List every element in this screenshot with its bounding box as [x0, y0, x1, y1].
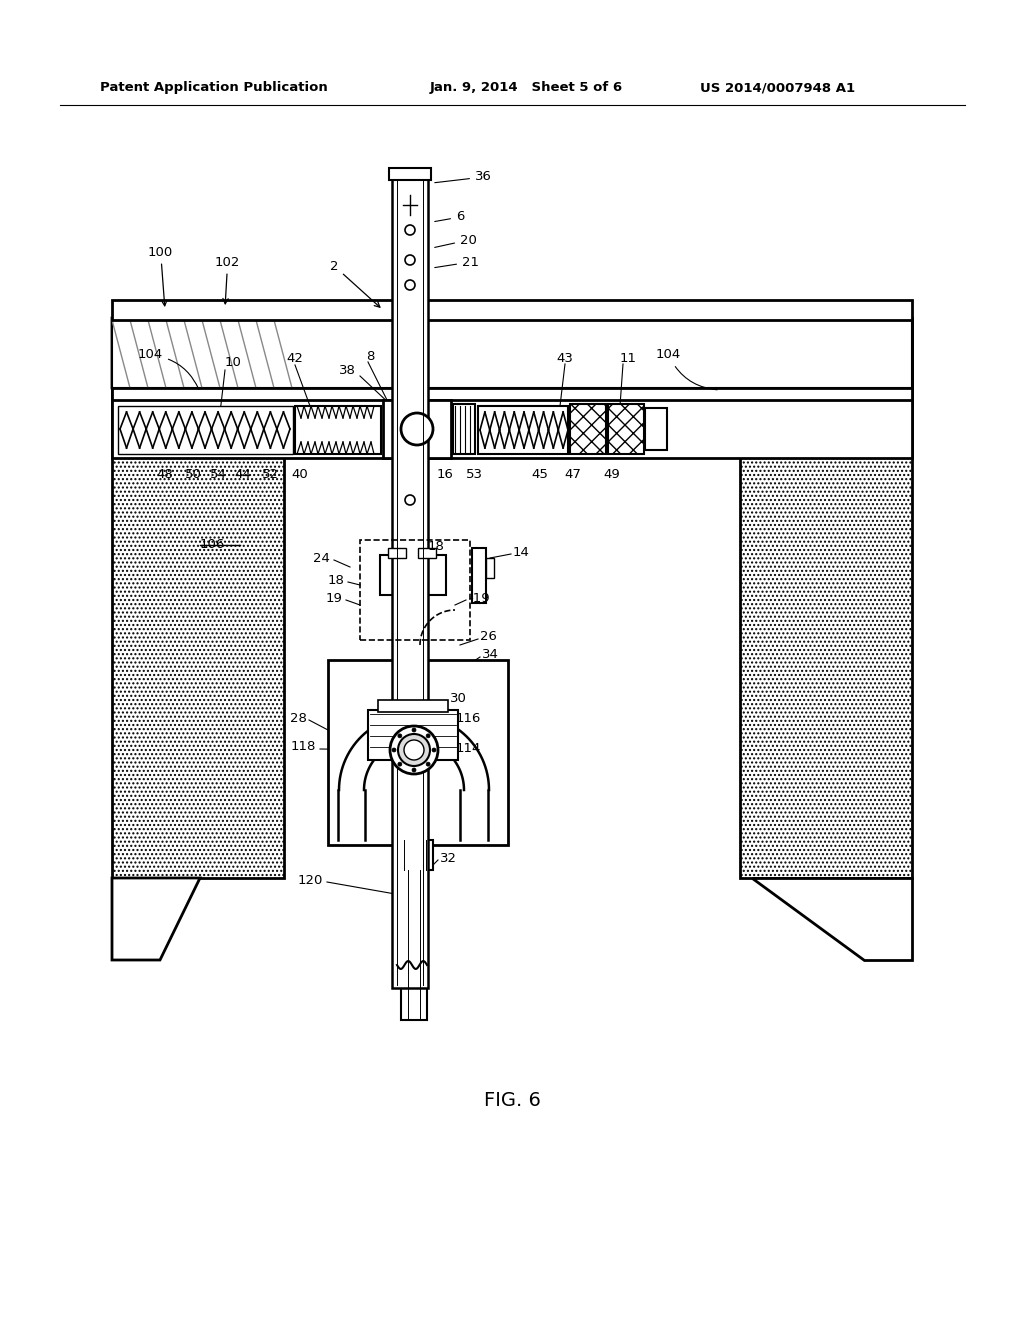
- Text: 30: 30: [450, 692, 467, 705]
- Text: 106: 106: [200, 539, 225, 550]
- Bar: [401, 870, 427, 970]
- Bar: [397, 840, 433, 870]
- Text: 34: 34: [482, 648, 499, 661]
- Text: 118: 118: [291, 741, 316, 754]
- Text: 6: 6: [435, 210, 464, 223]
- Text: 52: 52: [261, 469, 279, 482]
- Text: 14: 14: [513, 545, 529, 558]
- Circle shape: [406, 280, 415, 290]
- Text: 40: 40: [292, 469, 308, 482]
- Circle shape: [426, 762, 430, 766]
- Circle shape: [398, 734, 430, 766]
- Bar: [608, 404, 644, 454]
- Bar: [388, 548, 406, 558]
- Bar: [112, 319, 912, 388]
- Text: 42: 42: [287, 351, 303, 364]
- Text: 44: 44: [234, 469, 251, 482]
- Text: 53: 53: [466, 469, 482, 482]
- Text: US 2014/0007948 A1: US 2014/0007948 A1: [700, 82, 855, 95]
- Text: 50: 50: [184, 469, 202, 482]
- Circle shape: [401, 413, 433, 445]
- Text: 10: 10: [225, 356, 242, 370]
- Bar: [740, 318, 912, 878]
- Text: 116: 116: [456, 711, 481, 725]
- Circle shape: [390, 726, 438, 774]
- Text: 2: 2: [330, 260, 380, 308]
- Text: 104: 104: [138, 348, 199, 389]
- Circle shape: [412, 729, 416, 733]
- Bar: [328, 660, 508, 845]
- Text: 8: 8: [366, 350, 375, 363]
- Text: Jan. 9, 2014   Sheet 5 of 6: Jan. 9, 2014 Sheet 5 of 6: [430, 82, 624, 95]
- Bar: [478, 407, 568, 454]
- Text: 48: 48: [157, 469, 173, 482]
- Text: 19: 19: [326, 591, 342, 605]
- Text: 100: 100: [148, 246, 173, 306]
- Text: 18: 18: [428, 540, 444, 553]
- Circle shape: [392, 748, 396, 752]
- Text: 24: 24: [313, 552, 330, 565]
- Bar: [112, 388, 912, 407]
- Text: 49: 49: [603, 469, 621, 482]
- Circle shape: [426, 734, 430, 738]
- Bar: [368, 710, 458, 760]
- Polygon shape: [740, 318, 912, 388]
- Text: 104: 104: [656, 348, 717, 389]
- Text: FIG. 6: FIG. 6: [483, 1090, 541, 1110]
- Text: 20: 20: [435, 234, 477, 247]
- Polygon shape: [112, 318, 284, 388]
- Text: 114: 114: [456, 742, 481, 755]
- Text: 28: 28: [290, 711, 307, 725]
- Text: 45: 45: [531, 469, 549, 482]
- Text: 47: 47: [564, 469, 582, 482]
- Bar: [360, 540, 470, 640]
- Bar: [383, 400, 451, 458]
- Text: 32: 32: [440, 851, 457, 865]
- Bar: [112, 318, 284, 878]
- Text: 26: 26: [480, 631, 497, 644]
- Circle shape: [406, 255, 415, 265]
- Text: 54: 54: [210, 469, 226, 482]
- Bar: [418, 548, 436, 558]
- Circle shape: [432, 748, 436, 752]
- Circle shape: [406, 495, 415, 506]
- Bar: [295, 407, 381, 454]
- Polygon shape: [112, 878, 200, 960]
- Circle shape: [406, 224, 415, 235]
- Text: 120: 120: [298, 874, 323, 887]
- Bar: [112, 400, 912, 458]
- Bar: [389, 168, 431, 180]
- Text: Patent Application Publication: Patent Application Publication: [100, 82, 328, 95]
- Bar: [378, 700, 449, 711]
- Bar: [486, 558, 494, 578]
- Text: 21: 21: [435, 256, 479, 268]
- Bar: [392, 168, 428, 987]
- Text: 36: 36: [435, 170, 492, 183]
- Bar: [472, 548, 486, 603]
- Bar: [112, 318, 284, 878]
- Circle shape: [398, 734, 401, 738]
- Text: 38: 38: [339, 363, 356, 376]
- Text: 102: 102: [215, 256, 241, 304]
- Bar: [570, 404, 606, 454]
- Polygon shape: [752, 878, 912, 960]
- Circle shape: [412, 768, 416, 772]
- Bar: [645, 408, 667, 450]
- Circle shape: [398, 762, 401, 766]
- Circle shape: [404, 741, 424, 760]
- Text: 16: 16: [436, 469, 454, 482]
- Bar: [112, 300, 912, 319]
- Bar: [453, 404, 475, 454]
- Bar: [401, 970, 427, 1020]
- Bar: [380, 554, 446, 595]
- Text: 43: 43: [557, 351, 573, 364]
- Bar: [740, 318, 912, 878]
- Text: -19: -19: [468, 591, 489, 605]
- Bar: [118, 407, 293, 454]
- Text: 11: 11: [620, 351, 637, 364]
- Text: 18: 18: [327, 573, 344, 586]
